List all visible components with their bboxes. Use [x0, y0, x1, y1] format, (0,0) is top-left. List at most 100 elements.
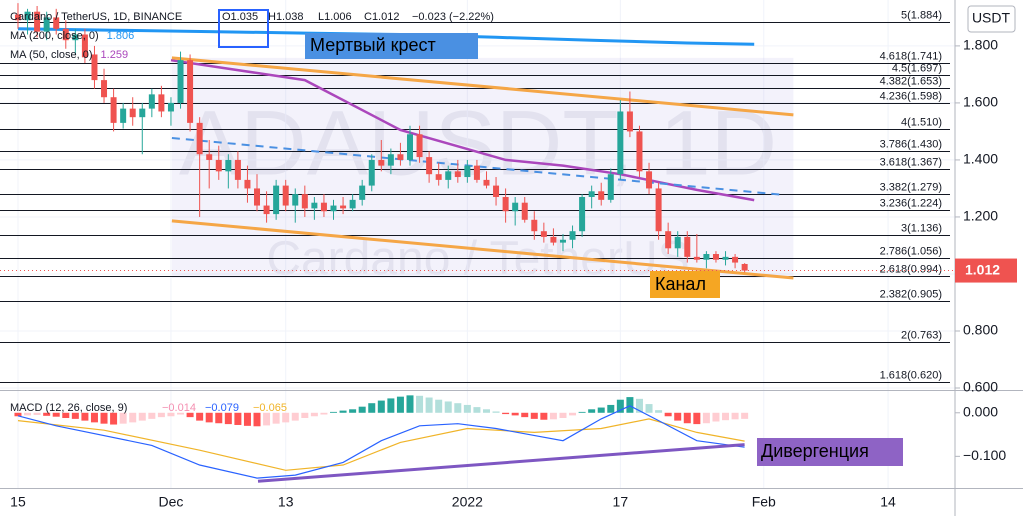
fib-label: 4(1.510) [901, 116, 942, 128]
macd-histogram-bar [731, 412, 739, 420]
macd-histogram-bar [186, 412, 194, 418]
macd-histogram-bar [702, 412, 710, 424]
candle-body [569, 231, 576, 240]
macd-histogram-bar [301, 412, 309, 419]
x-tick-label: Dec [159, 494, 184, 510]
macd-histogram-bar [272, 412, 280, 424]
y-tick-label: 0.800 [963, 322, 998, 338]
x-tick-label: 15 [10, 494, 26, 510]
macd-line [17, 418, 745, 471]
candle-body [416, 134, 423, 158]
macd-histogram-bar [349, 409, 357, 413]
candle-body [531, 219, 538, 232]
ohlc-low: L1.006 [318, 11, 352, 23]
ma-legend-value: 1.259 [101, 49, 129, 61]
candle-body [320, 202, 327, 212]
macd-histogram-bar [645, 404, 653, 413]
macd-pane [14, 391, 889, 488]
candle-body [378, 159, 385, 166]
candle-body [81, 34, 88, 58]
candle-body [703, 254, 710, 260]
candle-body [579, 196, 586, 232]
fib-label: 3.236(1.224) [880, 197, 942, 209]
macd-histogram-bar [712, 412, 720, 422]
macd-histogram-bar [722, 412, 730, 421]
ma-legend-value: 1.806 [107, 30, 135, 42]
candle-body [493, 185, 500, 197]
candle-body [53, 17, 60, 29]
candle-body [158, 94, 165, 112]
fib-label: 4.382(1.653) [880, 75, 942, 87]
candle-body [684, 236, 691, 257]
currency-box[interactable] [967, 5, 1016, 33]
highlight-box [218, 9, 269, 48]
annotation-box [305, 33, 478, 59]
price-pane: ADAUSDT, 1D Cardano / TetherUS 5(1.884)4… [0, 0, 955, 390]
fib-label: 1.618(0.620) [880, 369, 942, 381]
macd-histogram-bar [664, 412, 672, 417]
candle-body [139, 108, 146, 118]
channel-midline [171, 137, 785, 196]
macd-histogram-bar [425, 397, 433, 413]
fib-label: 3(1.136) [901, 222, 942, 234]
macd-histogram-bar [196, 412, 204, 421]
macd-histogram-bar [674, 412, 682, 421]
candle-body [722, 256, 729, 260]
macd-tick-label: −0.100 [963, 447, 1006, 463]
candle-body [559, 239, 566, 243]
macd-histogram-bar [416, 395, 424, 413]
macd-histogram-bar [635, 398, 643, 413]
macd-histogram-bar [234, 412, 242, 425]
macd-histogram-bar [549, 412, 557, 420]
candle-body [368, 159, 375, 186]
macd-histogram-bar [215, 412, 223, 424]
macd-histogram-bar [43, 412, 51, 416]
candle-body [340, 205, 347, 209]
candle-body [177, 60, 184, 103]
macd-histogram-bar [463, 404, 471, 413]
candle-body [43, 17, 50, 32]
macd-histogram-bar [167, 412, 175, 417]
x-tick-label: 17 [613, 494, 629, 510]
candle-body [693, 256, 700, 260]
macd-histogram-bar [473, 407, 481, 413]
candle-body [292, 194, 299, 206]
macd-histogram-bar [616, 399, 624, 413]
macd-histogram-bar [511, 412, 519, 416]
candle-body [196, 122, 203, 155]
y-tick-label: 0.600 [963, 379, 998, 395]
macd-histogram-bar [502, 412, 510, 415]
candle-body [101, 80, 108, 98]
candle-body [636, 131, 643, 172]
candle-body [91, 54, 98, 81]
candle-body [406, 134, 413, 160]
candle-body [273, 185, 280, 215]
candle-body [263, 205, 270, 215]
candle-body [234, 159, 241, 180]
candle-body [62, 28, 69, 41]
moving-average [170, 58, 755, 202]
fib-label: 2.382(0.905) [880, 288, 942, 300]
candle-body [225, 159, 232, 172]
macd-histogram-bar [119, 412, 127, 424]
candle-body [674, 236, 681, 249]
macd-histogram-bar [100, 412, 108, 424]
candle-body [72, 34, 79, 41]
macd-histogram-bar [444, 401, 452, 413]
channel-line [171, 56, 794, 117]
fib-label: 4.5(1.697) [892, 62, 942, 74]
ohlc-open: O1.035 [222, 11, 258, 23]
fib-label: 4.236(1.598) [880, 90, 942, 102]
candle-body [24, 11, 31, 21]
fib-label: 3.382(1.279) [880, 181, 942, 193]
candle-body [330, 205, 337, 212]
macd-histogram-bar [71, 412, 79, 419]
candle-body [483, 179, 490, 186]
candle-body [550, 236, 557, 243]
candle-body [521, 202, 528, 220]
fib-label: 5(1.884) [901, 9, 942, 21]
macd-histogram-bar [110, 412, 118, 425]
change: −0.023 (−2.22%) [412, 11, 494, 23]
fib-label: 2.618(0.994) [880, 263, 942, 275]
